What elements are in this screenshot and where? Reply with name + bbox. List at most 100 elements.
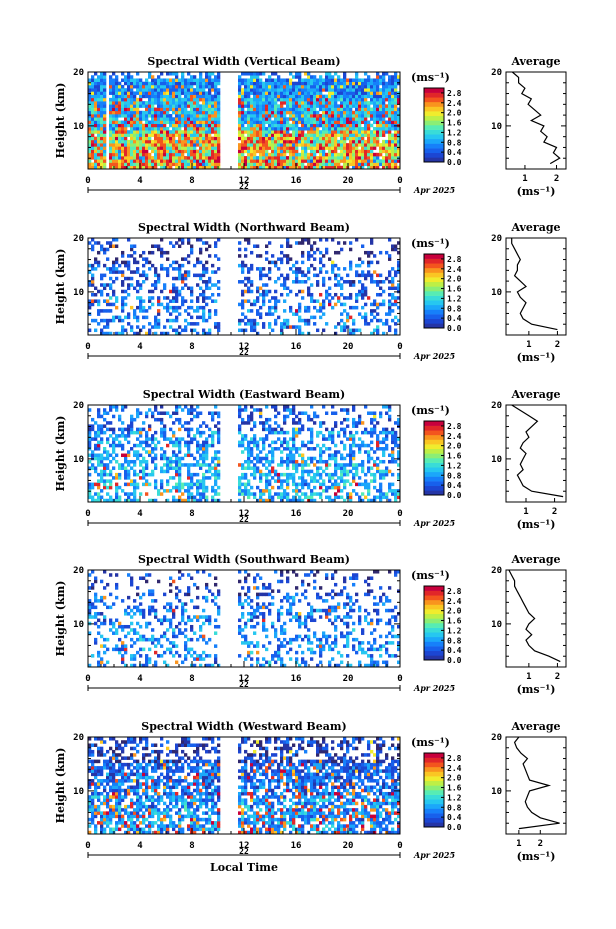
heatmap-cell [109, 81, 113, 86]
heatmap-cell [286, 117, 290, 121]
heatmap-cell [151, 123, 155, 128]
heatmap-cell [274, 136, 278, 141]
heatmap-cell [112, 159, 116, 163]
heatmap-cell [268, 143, 272, 147]
heatmap-cell [385, 156, 389, 160]
heatmap-cell [205, 123, 209, 128]
heatmap-cell [292, 165, 296, 170]
heatmap-cell [151, 162, 155, 167]
heatmap-cell [253, 117, 257, 121]
heatmap-cell [337, 159, 341, 163]
heatmap-cell [124, 456, 128, 461]
heatmap-cell [286, 405, 290, 409]
heatmap-cell [127, 286, 131, 291]
heatmap-cell [250, 107, 254, 112]
heatmap-cell [196, 81, 200, 86]
heatmap-cell [361, 114, 365, 118]
heatmap-cell [298, 114, 302, 118]
heatmap-cell [268, 88, 272, 92]
heatmap-cell [211, 136, 215, 141]
heatmap-cell [208, 84, 212, 89]
heatmap-cell [331, 84, 335, 89]
heatmap-cell [103, 130, 107, 134]
heatmap-cell [121, 299, 125, 303]
heatmap-cell [163, 267, 167, 271]
heatmap-cell [340, 318, 344, 323]
heatmap-cell [397, 136, 401, 141]
heatmap-cell [343, 126, 347, 131]
colorbar-segment [424, 129, 444, 135]
heatmap-cell [316, 430, 320, 435]
heatmap-cell [250, 328, 254, 333]
heatmap-cell [241, 152, 245, 157]
heatmap-cell [289, 408, 293, 412]
heatmap-cell [376, 107, 380, 112]
heatmap-cell [112, 443, 116, 448]
heatmap-cell [376, 130, 380, 134]
heatmap-cell [271, 260, 275, 265]
heatmap-cell [91, 143, 95, 147]
heatmap-cell [196, 489, 200, 493]
heatmap-cell [319, 257, 323, 261]
heatmap-cell [316, 492, 320, 496]
heatmap-cell [253, 469, 257, 474]
heatmap-cell [202, 472, 206, 477]
heatmap-cell [88, 84, 92, 89]
panel-0: Spectral Width (Vertical Beam)1020Height… [54, 55, 567, 198]
heatmap-cell [394, 117, 398, 121]
heatmap-cell [316, 143, 320, 147]
heatmap-cell [178, 485, 182, 490]
heatmap-cell [238, 130, 242, 134]
heatmap-cell [295, 276, 299, 281]
heatmap-cell [103, 485, 107, 490]
heatmap-cell [214, 159, 218, 163]
heatmap-cell [121, 78, 125, 82]
heatmap-cell [262, 447, 266, 451]
heatmap-cell [217, 149, 221, 154]
heatmap-cell [151, 469, 155, 474]
heatmap-cell [370, 273, 374, 278]
heatmap-cell [184, 104, 188, 108]
heatmap-cell [214, 283, 218, 287]
heatmap-cell [274, 81, 278, 86]
heatmap-cell [211, 485, 215, 490]
heatmap-cell [238, 101, 242, 105]
heatmap-cell [301, 146, 305, 150]
heatmap-cell [358, 78, 362, 82]
heatmap-cell [157, 78, 161, 82]
heatmap-cell [97, 414, 101, 419]
heatmap-cell [91, 110, 95, 115]
heatmap-cell [190, 146, 194, 150]
heatmap-cell [169, 143, 173, 147]
heatmap-cell [298, 495, 302, 500]
heatmap-cell [289, 136, 293, 141]
heatmap-cell [199, 411, 203, 415]
heatmap-cell [271, 81, 275, 86]
heatmap-cell [331, 159, 335, 163]
heatmap-cell [277, 123, 281, 128]
heatmap-cell [280, 244, 284, 248]
heatmap-cell [208, 72, 212, 76]
heatmap-cell [187, 110, 191, 115]
heatmap-cell [307, 84, 311, 89]
heatmap-cell [367, 126, 371, 131]
heatmap-cell [265, 485, 269, 490]
heatmap-cell [151, 263, 155, 268]
heatmap-cell [175, 72, 179, 76]
heatmap-cell [199, 250, 203, 255]
heatmap-cell [91, 133, 95, 137]
heatmap-cell [307, 309, 311, 313]
heatmap-cell [388, 136, 392, 141]
heatmap-cell [376, 165, 380, 170]
heatmap-cell [145, 126, 149, 131]
heatmap-cell [175, 472, 179, 477]
heatmap-cell [361, 143, 365, 147]
heatmap-cell [157, 244, 161, 248]
heatmap-cell [151, 414, 155, 419]
heatmap-cell [211, 149, 215, 154]
heatmap-cell [241, 165, 245, 170]
heatmap-cell [124, 315, 128, 320]
heatmap-cell [214, 322, 218, 326]
heatmap-cell [265, 120, 269, 125]
heatmap-cell [163, 120, 167, 125]
